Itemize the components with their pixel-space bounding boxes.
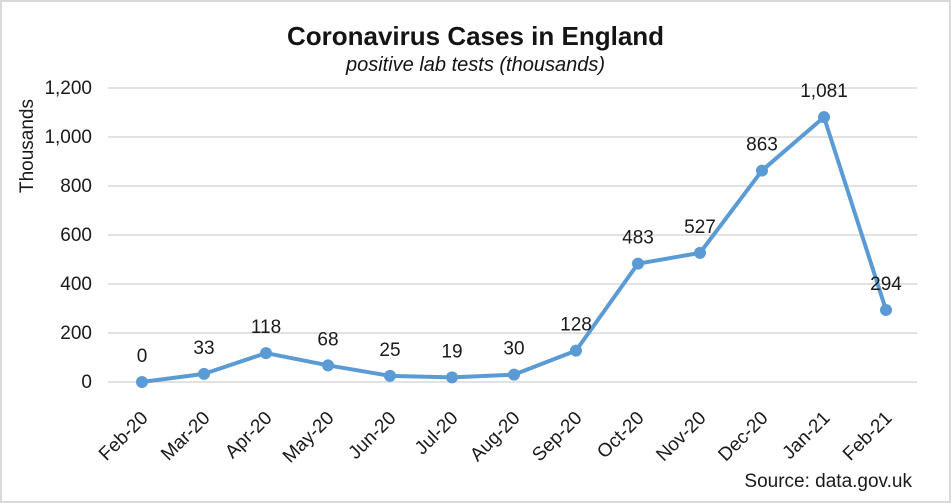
data-label: 30 [503, 339, 524, 360]
data-point-marker [322, 359, 334, 372]
data-label: 118 [251, 317, 281, 338]
x-tick-label: Dec-20 [714, 408, 772, 466]
y-tick-label: 200 [60, 323, 92, 344]
y-tick-label: 400 [60, 274, 92, 295]
y-tick-label: 800 [60, 176, 92, 197]
data-label: 68 [317, 329, 338, 350]
x-tick-label: Feb-21 [839, 408, 896, 465]
y-tick-label: 1,200 [44, 78, 92, 99]
data-point-marker [632, 257, 644, 270]
data-point-marker [694, 246, 706, 259]
y-tick-label: 0 [81, 372, 92, 393]
data-point-marker [446, 371, 458, 384]
x-tick-label: Jul-20 [411, 408, 462, 459]
x-tick-label: Mar-20 [157, 408, 214, 465]
x-tick-label: Apr-20 [221, 408, 276, 463]
y-tick-label: 1,000 [44, 127, 92, 148]
data-point-marker [198, 367, 210, 380]
source-caption: Source: data.gov.uk [744, 471, 912, 492]
chart-subtitle: positive lab tests (thousands) [345, 54, 606, 76]
data-point-marker [880, 303, 892, 316]
data-point-marker [508, 368, 520, 381]
x-tick-label: Sep-20 [528, 408, 586, 466]
data-point-marker [260, 347, 272, 360]
data-label: 1,081 [800, 81, 848, 102]
data-label: 483 [622, 228, 654, 249]
data-point-marker [756, 164, 768, 177]
data-point-marker [384, 369, 396, 382]
data-label: 19 [441, 341, 462, 362]
data-label: 863 [746, 135, 778, 156]
data-point-marker [136, 376, 148, 388]
y-tick-label: 600 [60, 225, 92, 246]
x-tick-label: Jun-20 [345, 408, 401, 464]
data-label: 294 [870, 274, 902, 295]
chart-title: Coronavirus Cases in England [286, 21, 665, 51]
y-axis-title: Thousands [17, 99, 38, 194]
data-label: 128 [560, 315, 592, 336]
x-tick-label: Jan-21 [779, 408, 835, 464]
data-label: 527 [684, 217, 716, 238]
x-tick-label: May-20 [279, 408, 339, 468]
data-label: 25 [379, 340, 400, 361]
x-tick-label: Feb-20 [95, 408, 152, 465]
data-point-marker [818, 111, 830, 124]
x-tick-label: Oct-20 [593, 408, 648, 463]
x-tick-label: Aug-20 [466, 408, 524, 466]
data-point-marker [570, 344, 582, 357]
data-label: 0 [137, 346, 148, 367]
data-label: 33 [193, 338, 214, 359]
x-tick-label: Nov-20 [652, 408, 710, 466]
